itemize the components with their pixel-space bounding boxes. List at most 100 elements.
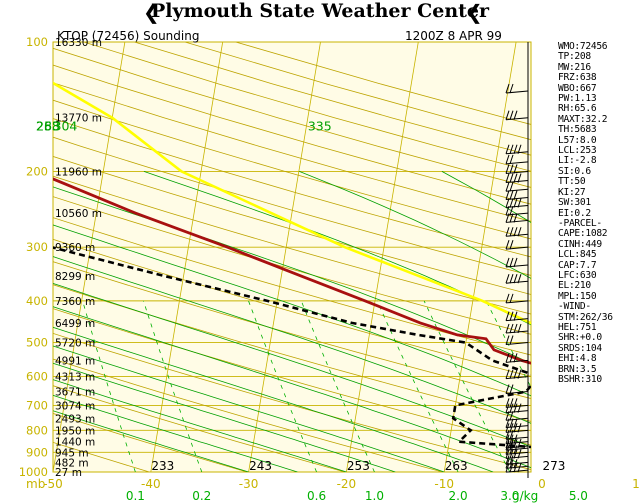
theta-label-upper: 268 xyxy=(36,119,60,134)
dry-adiabat-line xyxy=(53,358,443,472)
index-item: -WIND- xyxy=(558,301,591,313)
wind-barb-feather xyxy=(513,423,518,433)
wind-barb-feather xyxy=(509,190,514,200)
wind-barb-feather xyxy=(513,198,518,208)
wind-barb-feather xyxy=(509,434,514,444)
wind-barb xyxy=(505,323,529,334)
wind-barb-feather xyxy=(505,205,510,216)
index-item: BRN:3.5 xyxy=(558,363,597,375)
wind-barb-feather xyxy=(509,257,514,268)
moist-adiabat-line xyxy=(53,282,531,448)
index-item: EHI:4.8 xyxy=(558,353,597,365)
wind-barb-feather xyxy=(505,440,510,451)
wind-barb-feather xyxy=(513,353,518,363)
theta-label-upper: 253 xyxy=(36,119,60,134)
index-item: LFC:630 xyxy=(558,269,597,281)
index-item: LCL:845 xyxy=(558,249,597,261)
wind-barb xyxy=(505,227,529,237)
index-item: WBO:667 xyxy=(558,82,597,94)
temperature-tick-label: -10 xyxy=(434,477,454,491)
pressure-tick-label: 100 xyxy=(26,35,48,49)
wind-barb-feather xyxy=(513,445,518,455)
wind-barb xyxy=(505,418,529,429)
wind-barb-feather xyxy=(505,459,510,469)
wind-barb xyxy=(505,449,529,459)
temperature-tick-label: -50 xyxy=(43,477,63,491)
wind-barb xyxy=(505,384,529,395)
dry-adiabat-line xyxy=(53,385,346,472)
mixing-ratio-label: 0.6 xyxy=(307,489,326,503)
wind-barb-feather xyxy=(505,173,510,183)
dry-adiabat-line xyxy=(53,82,531,222)
wind-barb-feather xyxy=(505,274,510,284)
theta-label: 273 xyxy=(543,459,566,473)
wind-barb-feather xyxy=(505,353,510,363)
wind-barb-feather xyxy=(505,430,510,440)
wind-barb-feather xyxy=(513,190,518,200)
mixing-ratio-line xyxy=(423,300,511,472)
wind-barb-feather xyxy=(509,459,514,469)
wind-barb-feather xyxy=(509,449,514,459)
wind-barb-feather xyxy=(513,227,518,237)
index-item: EL:210 xyxy=(558,280,591,292)
dry-adiabat-line xyxy=(53,284,531,422)
isotherm-line xyxy=(248,42,321,472)
header-banner: ❮ Plymouth State Weather Center ❮ xyxy=(0,0,640,28)
wind-barb xyxy=(505,459,529,469)
temperature-tick-label: -30 xyxy=(239,477,259,491)
temperature-tick-label: 10 xyxy=(632,477,640,491)
right-logo-icon: ❮ xyxy=(466,0,483,24)
wind-barb-feather xyxy=(505,182,510,192)
wind-barb-feather xyxy=(509,423,514,433)
wind-barb-feather xyxy=(505,240,510,250)
wind-barb xyxy=(505,144,529,155)
wind-barb-feather xyxy=(509,293,514,304)
height-label: 3671 m xyxy=(55,387,95,399)
wind-barb-feather xyxy=(509,144,514,154)
dry-adiabat-line xyxy=(53,175,531,315)
wind-barb-feather xyxy=(509,430,514,440)
wind-barb xyxy=(505,257,529,268)
mixing-ratio-line xyxy=(376,300,459,472)
dry-adiabat-line xyxy=(53,99,531,240)
wind-barb-feather xyxy=(513,164,518,174)
wind-barb-feather xyxy=(509,227,514,237)
mixing-ratio-line xyxy=(485,300,531,388)
isotherm-line xyxy=(346,42,419,472)
wind-barb-feather xyxy=(509,154,514,165)
temperature-tick-label: 0 xyxy=(538,477,546,491)
moist-adiabat-line xyxy=(53,326,494,472)
wind-barb xyxy=(505,311,529,322)
wind-barb-feather xyxy=(513,213,518,223)
dry-adiabat-line xyxy=(53,332,531,470)
wind-barb-feather xyxy=(517,438,522,449)
wind-barb-feather xyxy=(517,423,522,433)
height-label: 11960 m xyxy=(55,166,102,178)
wind-barb-feather xyxy=(513,323,518,334)
wind-barb-feather xyxy=(517,323,522,334)
theta-label-upper: 304 xyxy=(54,119,78,134)
theta-label: 233 xyxy=(151,459,174,473)
pressure-tick-label: 900 xyxy=(26,445,48,459)
temp-axis-unit: mb xyxy=(26,477,45,491)
index-item: PW:1.13 xyxy=(558,93,597,105)
index-item: SW:301 xyxy=(558,197,591,209)
wind-barb xyxy=(505,440,529,451)
wind-barb-feather xyxy=(505,293,510,304)
index-item: WMO:72456 xyxy=(558,41,608,52)
wind-barb-feather xyxy=(505,154,510,165)
wind-barb-feather xyxy=(517,173,522,183)
height-label: 6499 m xyxy=(55,318,95,330)
wind-barb-feather xyxy=(513,462,518,473)
wind-barb-feather xyxy=(513,403,518,413)
index-item: LCL:253 xyxy=(558,145,597,157)
wind-barb-feather xyxy=(505,438,510,449)
mixing-ratio-label: 0.2 xyxy=(192,489,211,503)
height-label: 482 m xyxy=(55,457,89,469)
index-item: MAXT:32.2 xyxy=(558,113,608,125)
moist-adiabat-line xyxy=(53,306,531,469)
left-logo-icon: ❮ xyxy=(143,0,160,24)
index-item: KI:27 xyxy=(558,186,586,198)
moist-adiabat-line xyxy=(53,186,531,364)
